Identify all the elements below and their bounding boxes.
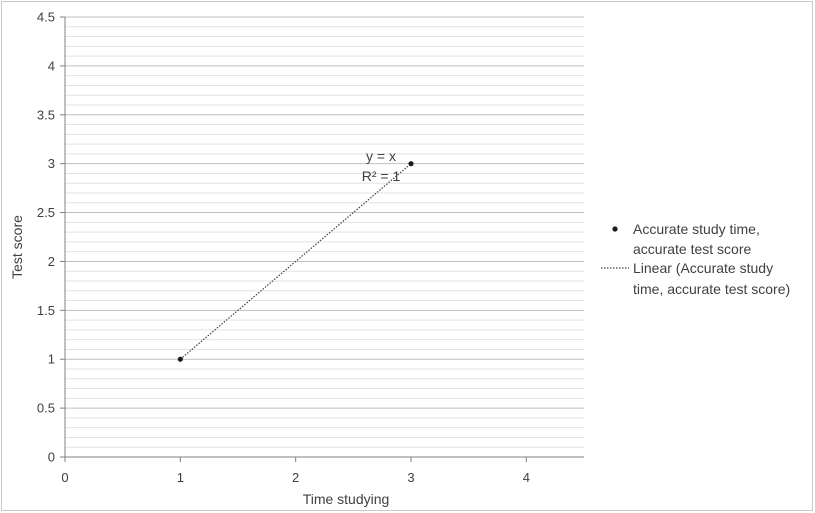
y-tick-label: 0 <box>48 450 55 465</box>
trendline <box>179 163 412 360</box>
legend-trendline-label-line2: time, accurate test score) <box>633 281 790 297</box>
trendline-layer <box>179 163 412 360</box>
y-tick-label: 4 <box>48 58 55 73</box>
y-tick-label: 0.5 <box>37 401 55 416</box>
data-point <box>177 356 183 362</box>
x-axis-title: Time studying <box>303 491 390 507</box>
major-gridlines <box>65 16 584 409</box>
legend-series-label-line2: accurate test score <box>633 241 751 257</box>
y-tick-label: 1.5 <box>37 303 55 318</box>
x-tick-label: 2 <box>292 470 299 485</box>
legend: Accurate study time, accurate test score… <box>601 221 790 297</box>
y-tick-label: 2 <box>48 254 55 269</box>
legend-series-marker <box>612 226 618 232</box>
trendline-r-squared: R² = 1 <box>362 168 401 184</box>
x-tick-label: 4 <box>523 470 530 485</box>
x-tick-label: 1 <box>177 470 184 485</box>
x-tick-label: 3 <box>407 470 414 485</box>
data-points <box>177 161 414 362</box>
x-axis-ticks: 0 1 2 3 4 <box>61 457 530 485</box>
y-tick-label: 3 <box>48 156 55 171</box>
legend-series-label-line1: Accurate study time, <box>633 221 760 237</box>
y-axis-ticks: 0 0.5 1 1.5 2 2.5 3 3.5 4 4.5 <box>37 10 65 465</box>
legend-trendline-label-line1: Linear (Accurate study <box>633 260 773 276</box>
axes <box>64 17 584 458</box>
y-tick-label: 1 <box>48 352 55 367</box>
x-tick-label: 0 <box>61 470 68 485</box>
y-axis-title: Test score <box>9 215 25 279</box>
y-tick-label: 2.5 <box>37 205 55 220</box>
data-point <box>408 161 414 167</box>
minor-gridlines <box>65 26 584 448</box>
y-tick-label: 3.5 <box>37 107 55 122</box>
y-tick-label: 4.5 <box>37 10 55 25</box>
trendline-equation: y = x <box>366 148 396 164</box>
